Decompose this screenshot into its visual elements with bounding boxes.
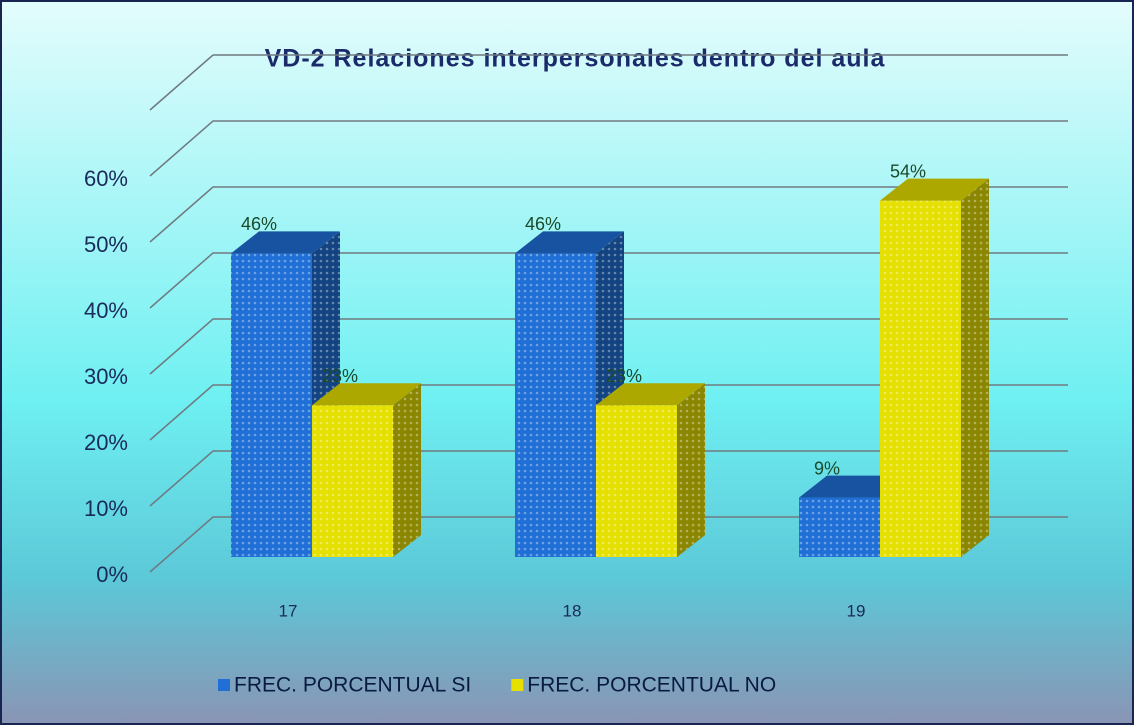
grid-line — [149, 318, 1068, 375]
bar-texture — [393, 383, 421, 557]
chart-title: VD-2 Relaciones interpersonales dentro d… — [265, 45, 886, 73]
bar-top — [880, 178, 989, 201]
grid-line — [149, 120, 1068, 177]
grid-line — [149, 186, 1068, 243]
data-label: 9% — [814, 458, 840, 478]
y-tick-label: 50% — [84, 232, 128, 257]
y-tick-label: 0% — [96, 562, 128, 587]
bar-texture — [880, 200, 961, 557]
bar-texture — [799, 497, 880, 557]
bar-top — [231, 231, 340, 254]
legend-label: FREC. PORCENTUAL NO — [527, 674, 776, 697]
grid-line — [149, 384, 1068, 441]
data-label: 46% — [241, 214, 277, 234]
bar-top — [312, 383, 421, 406]
bar-texture — [312, 405, 393, 557]
legend-swatch — [511, 679, 524, 691]
grid-line — [149, 516, 1068, 573]
data-label: 23% — [322, 366, 358, 386]
x-tick-label: 18 — [563, 601, 582, 620]
y-tick-label: 20% — [84, 430, 128, 455]
bar-texture — [961, 178, 989, 557]
bar-top — [596, 383, 705, 406]
x-tick-label: 17 — [279, 601, 298, 620]
data-label: 46% — [525, 214, 561, 234]
legend-label: FREC. PORCENTUAL SI — [234, 674, 471, 697]
legend-swatch — [218, 679, 230, 691]
bar-texture — [515, 253, 596, 557]
y-tick-label: 40% — [84, 298, 128, 323]
y-tick-label: 30% — [84, 364, 128, 389]
wall-edge — [149, 54, 214, 111]
data-label: 54% — [890, 161, 926, 181]
data-label: 23% — [606, 366, 642, 386]
grid-line — [149, 450, 1068, 507]
bar-texture — [231, 253, 312, 557]
grid-line — [149, 252, 1068, 309]
y-tick-label: 60% — [84, 166, 128, 191]
bar-top — [515, 231, 624, 254]
bar-texture — [596, 405, 677, 557]
y-tick-label: 10% — [84, 496, 128, 521]
bar-texture — [677, 383, 705, 557]
x-tick-label: 19 — [847, 601, 866, 620]
